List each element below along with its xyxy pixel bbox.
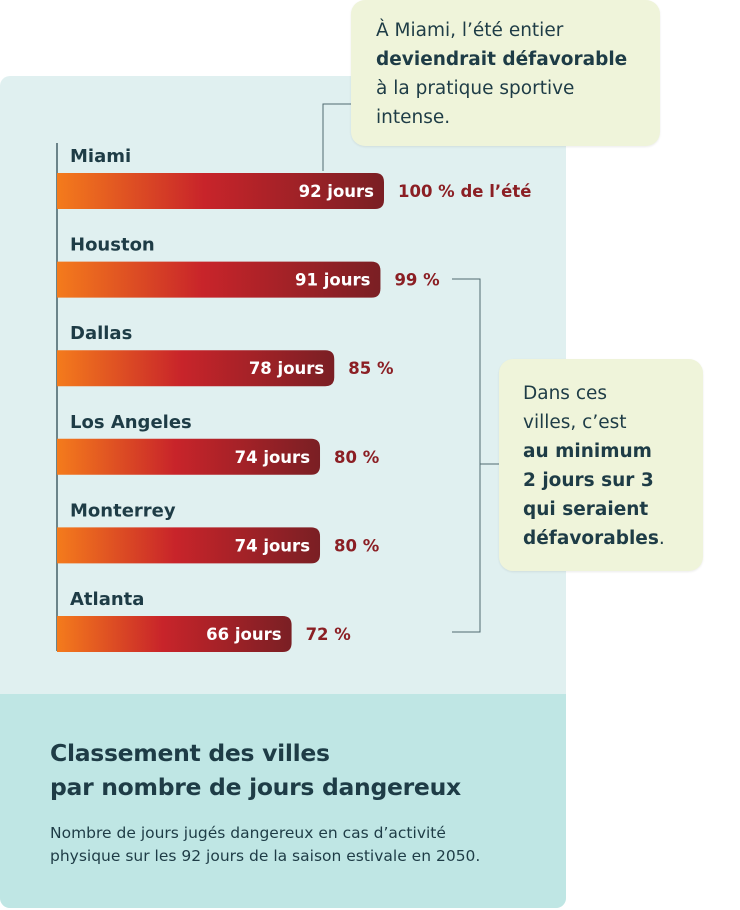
city-label: Los Angeles [70, 412, 192, 433]
bar-value-label: 78 jours [249, 359, 325, 378]
bracket-cities [452, 278, 481, 633]
title-line-2: par nombre de jours dangereux [50, 773, 461, 801]
bar-value-label: 92 jours [299, 182, 375, 201]
title-line-1: Classement des villes [50, 739, 330, 767]
bar [57, 261, 381, 298]
miami-callout: À Miami, l’été entier deviendrait défavo… [351, 0, 660, 146]
subtitle-line-1: Nombre de jours jugés dangereux en cas d… [50, 824, 446, 842]
callout-top-line-1: À Miami, l’été entier [376, 20, 564, 41]
city-label: Dallas [70, 323, 132, 344]
subtitle-line-2: physique sur les 92 jours de la saison e… [50, 847, 481, 865]
chart-title: Classement des villes par nombre de jour… [50, 736, 520, 804]
callout-top-bold: deviendrait défavorable [376, 49, 628, 70]
city-label: Atlanta [70, 589, 144, 610]
bar-value-label: 74 jours [235, 536, 311, 555]
city-label: Houston [70, 235, 155, 256]
bar [57, 350, 335, 387]
city-label: Monterrey [70, 500, 176, 521]
bar-value-label: 91 jours [295, 271, 371, 290]
callout-top-line-2: deviendrait défavorable [376, 45, 627, 74]
callout-connectors [322, 103, 500, 633]
callout-right-line-6: défavorables. [523, 524, 665, 553]
bars-group: Miami 92 jours 100 % de l’été Houston 91 jou… [57, 146, 531, 652]
bar-value-label: 66 jours [206, 625, 282, 644]
bar [57, 173, 384, 209]
bar [57, 438, 321, 475]
bar [57, 616, 292, 652]
callout-top-line-3: à la pratique sportive [376, 78, 575, 99]
percent-label: 80 % [334, 536, 380, 555]
callout-right-bold-4: défavorables [523, 528, 659, 549]
chart-panel [0, 76, 566, 908]
callout-right-line-2: villes, c’est [523, 412, 627, 433]
bar-value-label: 74 jours [235, 448, 311, 467]
callout-right-period: . [658, 528, 665, 549]
percent-label: 80 % [334, 448, 380, 467]
bar [57, 527, 321, 564]
callout-right-line-4: 2 jours sur 3 [523, 466, 665, 495]
percent-label: 72 % [306, 625, 352, 644]
callout-right-bold-3: qui seraient [523, 499, 649, 520]
percent-label: 100 % de l’été [398, 182, 531, 201]
city-label: Miami [70, 146, 131, 167]
percent-label: 99 % [394, 271, 440, 290]
caption-footer [0, 694, 566, 908]
callout-right-line-5: qui seraient [523, 495, 665, 524]
callout-right-line-3: au minimum [523, 437, 665, 466]
callout-right-line-1: Dans ces [523, 383, 608, 404]
callout-right-bold-1: au minimum [523, 441, 652, 462]
chart-subtitle: Nombre de jours jugés dangereux en cas d… [50, 822, 550, 868]
connector-miami [322, 103, 352, 171]
cities-callout: Dans ces villes, c’est au minimum 2 jour… [499, 359, 703, 571]
percent-label: 85 % [348, 359, 394, 378]
callout-top-line-4: intense. [376, 107, 451, 128]
callout-right-bold-2: 2 jours sur 3 [523, 470, 654, 491]
